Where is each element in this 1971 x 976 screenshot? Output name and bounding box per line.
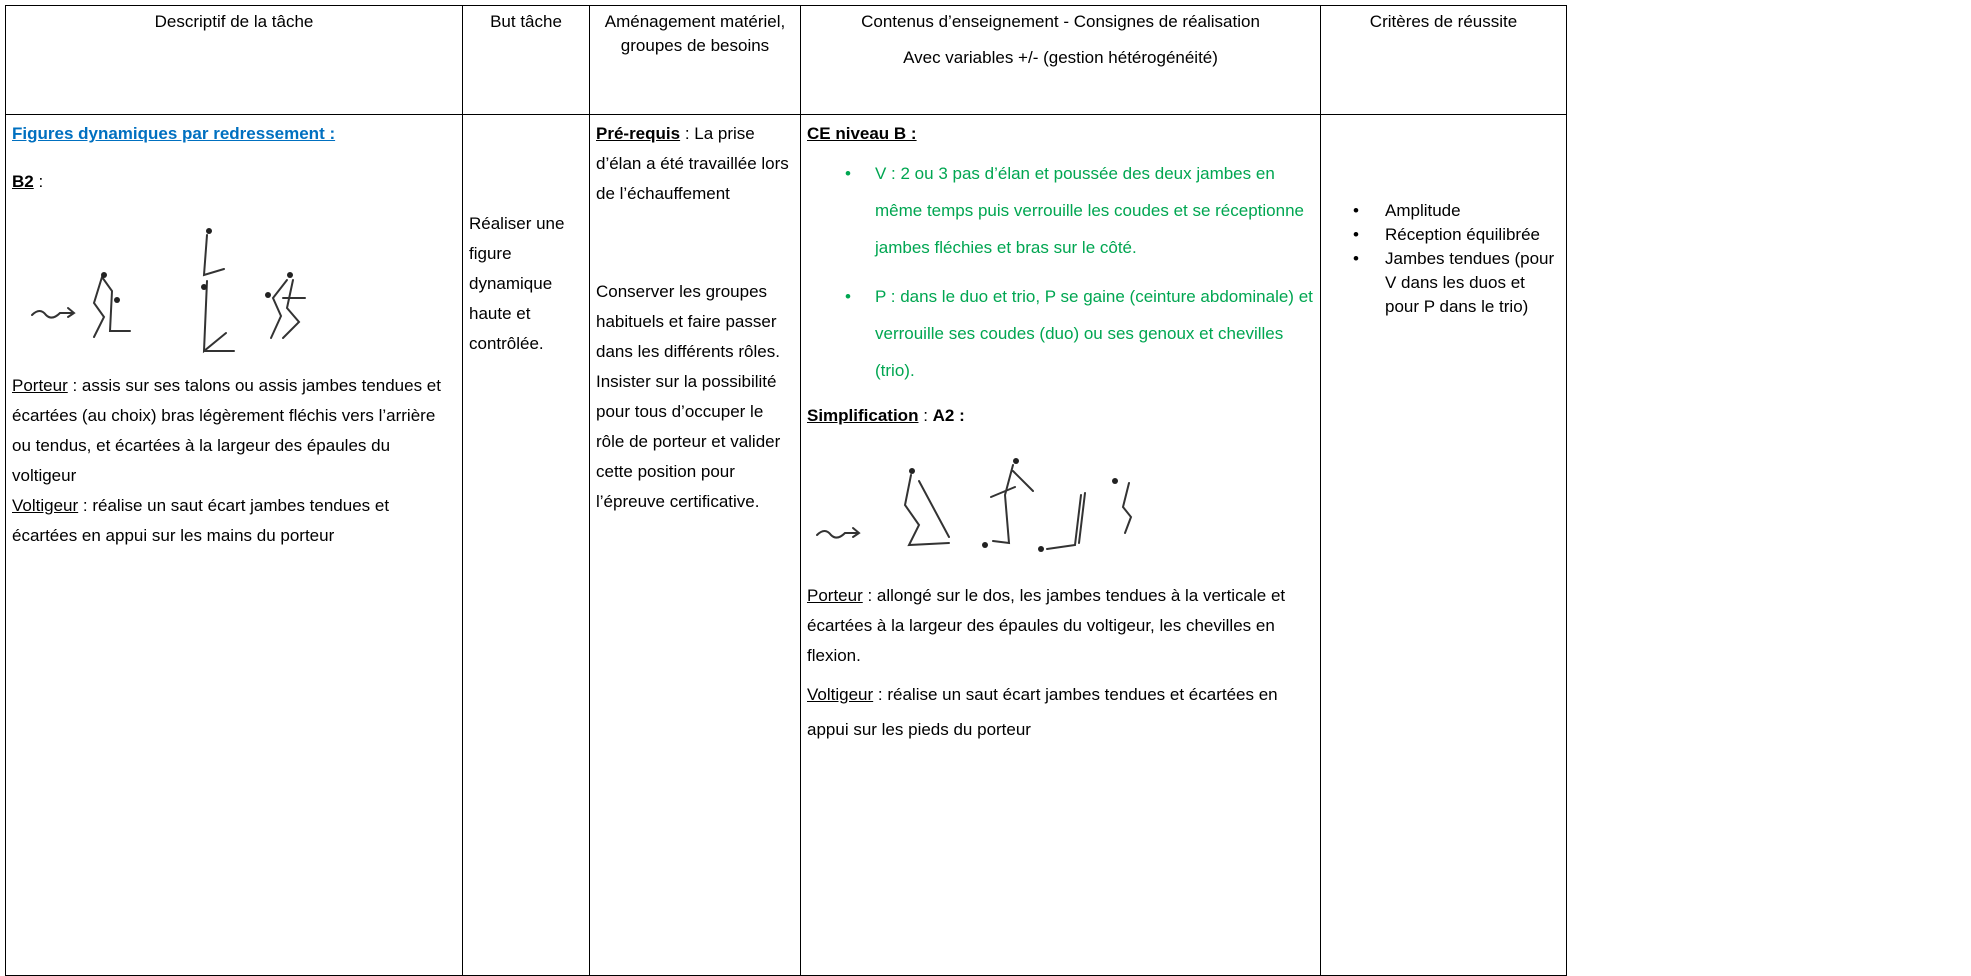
header-cell: Contenus d’enseignement - Consignes de r…: [800, 5, 1321, 115]
criteres-cell: Amplitude Réception équilibrée Jambes te…: [1320, 114, 1567, 976]
role-label: Porteur: [12, 376, 68, 395]
level-suffix: :: [33, 172, 44, 191]
prereq: Pré-requis : La prise d’élan a été trava…: [596, 119, 794, 209]
header-text: Critères de réussite: [1369, 12, 1518, 31]
level: B2: [12, 172, 34, 191]
role-label: Porteur: [807, 586, 863, 605]
but-text: Réaliser une figure dynamique haute et c…: [469, 214, 565, 353]
but-cell: Réaliser une figure dynamique haute et c…: [462, 114, 590, 976]
header-text: Contenus d’enseignement - Consignes de r…: [861, 12, 1260, 31]
amenagement-cell: Pré-requis : La prise d’élan a été trava…: [589, 114, 801, 976]
voltigeur-desc: Voltigeur : réalise un saut écart jambes…: [12, 491, 456, 551]
criteria-item: Jambes tendues (pour V dans les duos et …: [1327, 247, 1560, 319]
lesson-table: Descriptif de la tâche But tâche Aménage…: [5, 5, 1567, 976]
contenus-cell: CE niveau B : V : 2 ou 3 pas d’élan et p…: [800, 114, 1321, 976]
header-cell: Critères de réussite: [1320, 5, 1567, 115]
role-text: : assis sur ses talons ou assis jambes t…: [12, 376, 441, 485]
ce-level: CE niveau B :: [807, 124, 917, 143]
simplification-sep: :: [918, 406, 933, 425]
criteria-item: Réception équilibrée: [1327, 223, 1560, 247]
role-label: Voltigeur: [12, 496, 79, 515]
prereq-label: Pré-requis: [596, 124, 681, 143]
figure-sketch: [816, 458, 1133, 552]
header-cell: Aménagement matériel, groupes de besoins: [589, 5, 801, 115]
header-text: But tâche: [490, 12, 562, 31]
role-text: : réalise un saut écart jambes tendues e…: [12, 496, 390, 545]
bullet-item: V : 2 ou 3 pas d’élan et poussée des deu…: [807, 155, 1314, 266]
simplification-label: Simplification: [807, 406, 919, 425]
prereq-text: : La prise d’élan a été travaillée lors …: [596, 124, 789, 203]
simplification: Simplification : A2 :: [807, 401, 1314, 431]
porteur-desc: Porteur : allongé sur le dos, les jambes…: [807, 581, 1314, 671]
porteur-desc: Porteur : assis sur ses talons ou assis …: [12, 371, 456, 491]
level-line: B2 :: [12, 167, 456, 197]
criteria-list: Amplitude Réception équilibrée Jambes te…: [1327, 199, 1560, 319]
figure-sketch: [31, 228, 306, 354]
content-row: Figures dynamiques par redressement : B2…: [5, 114, 1567, 976]
groups-text: Conserver les groupes habituels et faire…: [596, 282, 781, 511]
header-text: Aménagement matériel, groupes de besoins: [604, 12, 786, 55]
header-row: Descriptif de la tâche But tâche Aménage…: [5, 5, 1567, 115]
criteria-item: Amplitude: [1327, 199, 1560, 223]
header-cell: Descriptif de la tâche: [5, 5, 463, 115]
header-subtext: Avec variables +/- (gestion hétérogénéit…: [903, 48, 1218, 67]
simplification-level: A2 :: [932, 406, 965, 425]
header-cell: But tâche: [462, 5, 590, 115]
header-text: Descriptif de la tâche: [154, 12, 314, 31]
role-text: : allongé sur le dos, les jambes tendues…: [807, 586, 1286, 665]
descriptif-cell: Figures dynamiques par redressement : B2…: [5, 114, 463, 976]
bullet-item: P : dans le duo et trio, P se gaine (cei…: [807, 278, 1314, 389]
role-text: : réalise un saut écart jambes tendues e…: [807, 685, 1278, 739]
voltigeur-desc: Voltigeur : réalise un saut écart jambes…: [807, 677, 1314, 747]
role-label: Voltigeur: [807, 685, 874, 704]
task-title: Figures dynamiques par redressement :: [12, 124, 336, 143]
bullet-list: V : 2 ou 3 pas d’élan et poussée des deu…: [807, 155, 1314, 389]
